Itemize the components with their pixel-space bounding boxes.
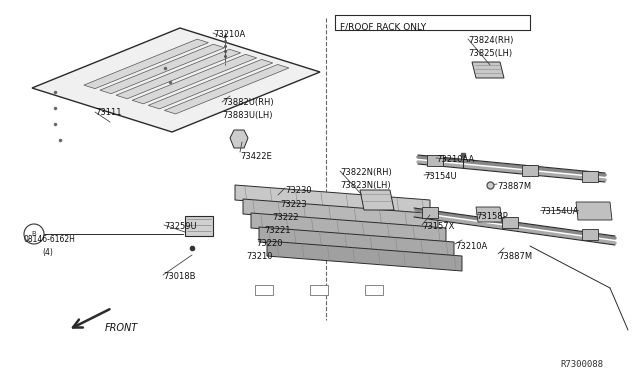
Text: 73220: 73220 — [256, 239, 282, 248]
Polygon shape — [522, 165, 538, 176]
Polygon shape — [576, 202, 612, 220]
Text: 73825(LH): 73825(LH) — [468, 49, 512, 58]
Text: 73221: 73221 — [264, 226, 291, 235]
Polygon shape — [360, 190, 394, 210]
Polygon shape — [310, 285, 328, 295]
Text: 73210A: 73210A — [455, 242, 487, 251]
Text: 73158P: 73158P — [476, 212, 508, 221]
Polygon shape — [472, 62, 504, 78]
Text: 73883U(LH): 73883U(LH) — [222, 111, 273, 120]
Text: 73230: 73230 — [285, 186, 312, 195]
Text: R7300088: R7300088 — [560, 360, 603, 369]
Polygon shape — [230, 130, 248, 148]
Text: 73210AA: 73210AA — [436, 155, 474, 164]
Polygon shape — [243, 199, 438, 229]
Text: 73822N(RH): 73822N(RH) — [340, 168, 392, 177]
Text: 73157X: 73157X — [422, 222, 454, 231]
Text: 73210: 73210 — [246, 252, 273, 261]
Polygon shape — [148, 60, 273, 109]
Polygon shape — [422, 207, 438, 218]
Text: 73887M: 73887M — [497, 182, 531, 191]
Polygon shape — [132, 54, 257, 104]
Polygon shape — [100, 44, 225, 94]
Polygon shape — [476, 207, 502, 222]
Polygon shape — [164, 64, 289, 114]
Text: 73154UA: 73154UA — [540, 207, 579, 216]
Polygon shape — [427, 155, 443, 166]
Text: 73154U: 73154U — [424, 172, 456, 181]
Text: 73210A: 73210A — [213, 30, 245, 39]
Polygon shape — [84, 39, 209, 89]
Text: 73823N(LH): 73823N(LH) — [340, 181, 390, 190]
Text: 73824(RH): 73824(RH) — [468, 36, 513, 45]
Text: F/ROOF RACK ONLY: F/ROOF RACK ONLY — [340, 22, 426, 31]
Text: 08146-6162H: 08146-6162H — [23, 235, 75, 244]
Polygon shape — [582, 229, 598, 240]
Polygon shape — [259, 227, 454, 257]
Polygon shape — [582, 171, 598, 182]
Text: 73018B: 73018B — [163, 272, 195, 281]
Text: 73887M: 73887M — [498, 252, 532, 261]
Text: 73259U: 73259U — [164, 222, 196, 231]
Polygon shape — [365, 285, 383, 295]
Text: 73111: 73111 — [95, 108, 122, 117]
Text: 73223: 73223 — [280, 200, 307, 209]
Polygon shape — [185, 216, 213, 236]
Polygon shape — [235, 185, 430, 215]
Polygon shape — [251, 213, 446, 243]
Text: 73422E: 73422E — [240, 152, 272, 161]
Polygon shape — [502, 217, 518, 228]
Polygon shape — [116, 49, 241, 99]
Text: (4): (4) — [42, 248, 53, 257]
Text: FRONT: FRONT — [105, 323, 138, 333]
Polygon shape — [32, 28, 320, 132]
Text: 73882U(RH): 73882U(RH) — [222, 98, 274, 107]
Text: 73222: 73222 — [272, 213, 298, 222]
Polygon shape — [255, 285, 273, 295]
Text: B: B — [31, 231, 36, 237]
Polygon shape — [267, 241, 462, 271]
